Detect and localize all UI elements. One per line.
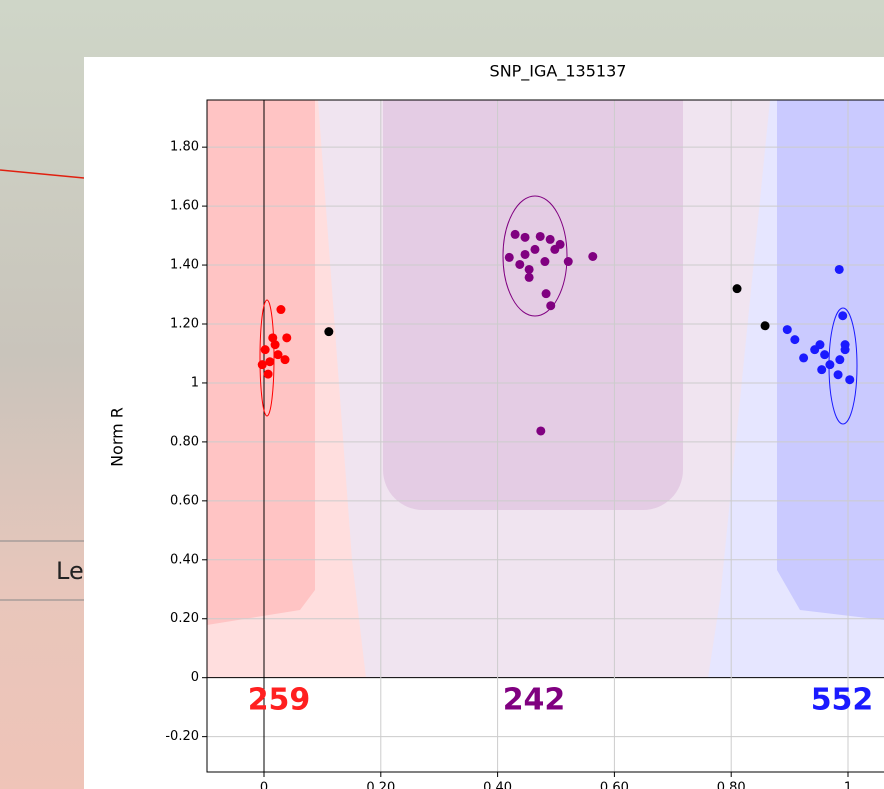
- point: [505, 253, 514, 262]
- point: [258, 360, 267, 369]
- y-tick-label: 1: [191, 375, 199, 390]
- background-label: Le: [56, 557, 84, 585]
- point: [546, 301, 555, 310]
- point: [276, 305, 285, 314]
- point: [525, 265, 534, 274]
- point: [536, 232, 545, 241]
- y-tick-label: 1.20: [170, 317, 199, 332]
- point: [525, 273, 534, 282]
- point: [835, 355, 844, 364]
- point: [733, 284, 742, 293]
- point: [838, 311, 847, 320]
- x-tick-label: 0: [260, 781, 268, 789]
- y-axis-label: Norm R: [108, 407, 127, 467]
- point: [820, 350, 829, 359]
- screen: Le SNP_IGA_135137 Norm R -0.20 0 0.20 0.40 0…: [0, 0, 884, 789]
- chart-title: SNP_IGA_135137: [490, 62, 627, 82]
- cluster-count: 259: [248, 683, 311, 718]
- point: [835, 265, 844, 274]
- cluster-count: 242: [503, 683, 566, 718]
- cluster-regions: [207, 60, 884, 772]
- x-tick-label: 1: [844, 781, 852, 789]
- region: [777, 100, 884, 620]
- point: [282, 333, 291, 342]
- point: [799, 353, 808, 362]
- y-tick-label: 0.80: [170, 434, 199, 449]
- point: [588, 252, 597, 261]
- point: [761, 321, 770, 330]
- point: [546, 235, 555, 244]
- point: [845, 375, 854, 384]
- point: [783, 325, 792, 334]
- point: [540, 257, 549, 266]
- region: [383, 60, 683, 510]
- point: [834, 370, 843, 379]
- point: [521, 250, 530, 259]
- y-tick-label: -0.20: [165, 729, 199, 744]
- point: [511, 230, 520, 239]
- point: [515, 260, 524, 269]
- point: [271, 340, 280, 349]
- point: [542, 289, 551, 298]
- point: [790, 335, 799, 344]
- point: [521, 233, 530, 242]
- page: {"background_text": "Le", "chart_data": …: [0, 0, 884, 789]
- point: [815, 340, 824, 349]
- point: [564, 257, 573, 266]
- point: [530, 245, 539, 254]
- point: [550, 245, 559, 254]
- y-tick-label: 0.20: [170, 611, 199, 626]
- point: [281, 355, 290, 364]
- cluster-count: 552: [811, 683, 874, 718]
- point: [264, 370, 273, 379]
- y-tick-label: 1.80: [170, 140, 199, 155]
- point: [324, 327, 333, 336]
- y-tick-label: 0.60: [170, 493, 199, 508]
- y-tick-label: 0: [191, 670, 199, 685]
- point: [536, 426, 545, 435]
- y-tick-label: 1.60: [170, 199, 199, 214]
- y-tick-label: 0.40: [170, 552, 199, 567]
- x-tick-label: 0.60: [600, 781, 629, 789]
- x-tick-label: 0.80: [717, 781, 746, 789]
- point: [841, 340, 850, 349]
- y-tick-label: 1.40: [170, 258, 199, 273]
- point: [261, 345, 270, 354]
- point: [825, 360, 834, 369]
- point: [817, 365, 826, 374]
- x-tick-label: 0.20: [366, 781, 395, 789]
- x-tick-label: 0.40: [483, 781, 512, 789]
